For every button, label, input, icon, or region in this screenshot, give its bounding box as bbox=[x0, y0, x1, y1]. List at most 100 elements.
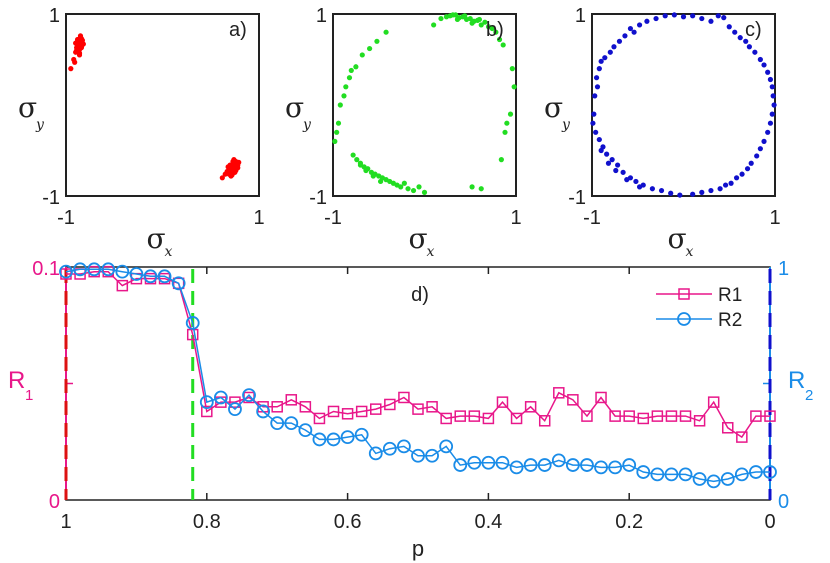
data-point-r1 bbox=[313, 412, 326, 425]
data-point-r2 bbox=[523, 458, 538, 472]
data-point-r1 bbox=[651, 410, 664, 422]
data-point bbox=[478, 186, 484, 192]
data-point-r1 bbox=[426, 401, 438, 413]
x-axis-label: σx bbox=[147, 222, 173, 260]
data-point bbox=[478, 22, 484, 28]
data-point bbox=[627, 25, 634, 32]
data-point-r1 bbox=[327, 405, 340, 418]
data-point bbox=[493, 29, 499, 35]
data-point-r1 bbox=[172, 277, 185, 290]
data-point bbox=[591, 111, 597, 117]
y-tick-label: 1 bbox=[49, 5, 60, 27]
data-point bbox=[699, 189, 705, 195]
legend-label: R2 bbox=[718, 310, 742, 331]
data-point bbox=[353, 64, 359, 70]
data-point bbox=[68, 66, 74, 72]
data-point-r2 bbox=[411, 448, 425, 463]
data-point bbox=[357, 162, 364, 168]
data-point bbox=[770, 93, 776, 99]
y-axis-symbol: σ bbox=[544, 91, 563, 124]
data-point bbox=[726, 24, 732, 30]
data-point bbox=[615, 162, 621, 168]
data-point bbox=[78, 35, 85, 42]
data-point bbox=[431, 22, 437, 28]
data-point-r1 bbox=[482, 412, 495, 425]
data-point bbox=[744, 166, 751, 172]
data-point bbox=[341, 93, 347, 99]
data-point-r1 bbox=[398, 391, 410, 404]
data-point-r2 bbox=[636, 465, 651, 479]
data-point bbox=[769, 84, 775, 90]
data-point bbox=[708, 187, 714, 194]
data-point-r2 bbox=[481, 455, 496, 470]
data-point bbox=[467, 15, 473, 22]
plot-frame bbox=[65, 13, 260, 197]
data-point-r2 bbox=[594, 460, 608, 475]
y-tick-label: -1 bbox=[568, 187, 586, 209]
data-point bbox=[343, 84, 349, 90]
data-point bbox=[374, 38, 380, 44]
x-axis-label: σx bbox=[668, 222, 694, 260]
data-point bbox=[596, 66, 602, 72]
x-tick-label: 0 bbox=[764, 511, 775, 533]
data-point-r1 bbox=[285, 394, 298, 406]
data-point bbox=[346, 75, 353, 81]
data-point bbox=[765, 69, 771, 75]
data-point bbox=[699, 15, 705, 22]
data-point-r1 bbox=[736, 431, 748, 443]
legend-marker bbox=[678, 288, 690, 300]
data-point-r2 bbox=[734, 467, 749, 482]
data-point bbox=[746, 44, 752, 50]
x-axis-symbol: σ bbox=[668, 222, 687, 255]
data-point bbox=[233, 167, 239, 174]
data-point-r2 bbox=[749, 465, 763, 479]
data-point bbox=[594, 84, 601, 90]
data-point bbox=[708, 18, 714, 24]
data-point-r2 bbox=[580, 458, 594, 472]
x-axis-subscript: x bbox=[686, 244, 694, 260]
data-point bbox=[370, 173, 376, 179]
data-point-r2 bbox=[720, 472, 735, 486]
data-point-r2 bbox=[284, 416, 299, 431]
data-point bbox=[622, 33, 628, 39]
data-point bbox=[752, 49, 758, 55]
data-point-r2 bbox=[59, 264, 73, 279]
data-point-r2 bbox=[340, 430, 355, 444]
series-line-r2 bbox=[65, 268, 770, 483]
data-point bbox=[624, 177, 630, 183]
data-point bbox=[76, 52, 83, 58]
legend-label: R1 bbox=[718, 285, 742, 306]
data-point-r2 bbox=[171, 276, 186, 291]
data-point bbox=[224, 168, 230, 175]
data-point-r2 bbox=[467, 455, 482, 470]
data-point bbox=[604, 151, 610, 157]
data-point bbox=[722, 182, 729, 188]
x-tick-label: 0.4 bbox=[474, 511, 502, 533]
data-point-r2 bbox=[608, 460, 623, 475]
data-point bbox=[405, 186, 411, 192]
data-point bbox=[489, 25, 495, 32]
data-point bbox=[593, 75, 600, 81]
data-point bbox=[757, 146, 763, 152]
y-left-axis-subscript: 1 bbox=[25, 387, 33, 404]
y-axis-subscript: y bbox=[302, 117, 312, 133]
data-point-r1 bbox=[412, 403, 424, 415]
data-point-r2 bbox=[537, 458, 552, 472]
data-point-r1 bbox=[623, 410, 635, 422]
data-point bbox=[592, 93, 598, 99]
data-point bbox=[504, 120, 510, 126]
data-point bbox=[677, 192, 683, 198]
data-point-r2 bbox=[213, 390, 228, 405]
y-right-axis-symbol: R bbox=[788, 367, 805, 394]
data-point-r1 bbox=[581, 410, 593, 422]
data-point bbox=[334, 129, 340, 135]
data-point bbox=[767, 76, 774, 83]
x-axis-label: p bbox=[412, 536, 424, 561]
data-point bbox=[450, 12, 456, 18]
data-point-r2 bbox=[664, 467, 679, 482]
data-point-r1 bbox=[567, 394, 579, 406]
data-point-r2 bbox=[425, 448, 439, 463]
data-point bbox=[732, 29, 738, 35]
